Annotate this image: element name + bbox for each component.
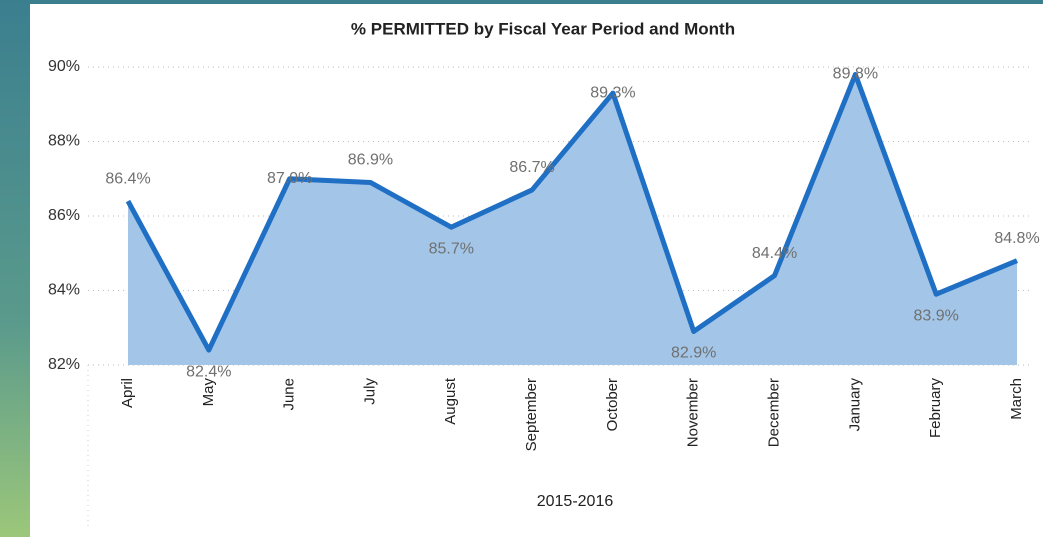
data-label: 85.7% bbox=[429, 240, 474, 257]
x-tick-label: March bbox=[1008, 378, 1025, 420]
x-tick-label: June bbox=[281, 378, 298, 411]
y-tick-label: 88% bbox=[48, 133, 80, 150]
x-tick-label: October bbox=[604, 378, 621, 431]
y-tick-label: 90% bbox=[48, 58, 80, 75]
y-tick-label: 86% bbox=[48, 207, 80, 224]
line bbox=[125, 71, 1018, 353]
data-label: 86.9% bbox=[348, 152, 393, 169]
data-label: 89.3% bbox=[590, 84, 635, 101]
data-label: 82.9% bbox=[671, 345, 716, 362]
data-label: 86.7% bbox=[509, 159, 554, 176]
data-label: 84.8% bbox=[994, 230, 1039, 247]
x-tick-label: November bbox=[685, 378, 702, 447]
x-tick-label: January bbox=[846, 378, 863, 432]
chart-title: % PERMITTED by Fiscal Year Period and Mo… bbox=[351, 19, 735, 38]
x-tick-label: December bbox=[766, 378, 783, 447]
x-tick-label: April bbox=[119, 378, 136, 408]
data-label: 82.4% bbox=[186, 363, 231, 380]
x-axis-title: 2015-2016 bbox=[537, 493, 614, 510]
x-tick-label: September bbox=[523, 378, 540, 451]
data-label: 89.8% bbox=[833, 66, 878, 83]
x-tick-label: February bbox=[927, 378, 944, 439]
area bbox=[128, 74, 1017, 365]
x-tick-label: May bbox=[200, 378, 217, 407]
data-label: 84.4% bbox=[752, 245, 797, 262]
y-tick-label: 84% bbox=[48, 282, 80, 299]
data-label: 86.4% bbox=[105, 170, 150, 187]
x-tick-label: August bbox=[442, 377, 459, 425]
y-tick-label: 82% bbox=[48, 356, 80, 373]
data-label: 87.0% bbox=[267, 170, 312, 187]
x-tick-label: July bbox=[361, 378, 378, 405]
data-label: 83.9% bbox=[913, 307, 958, 324]
